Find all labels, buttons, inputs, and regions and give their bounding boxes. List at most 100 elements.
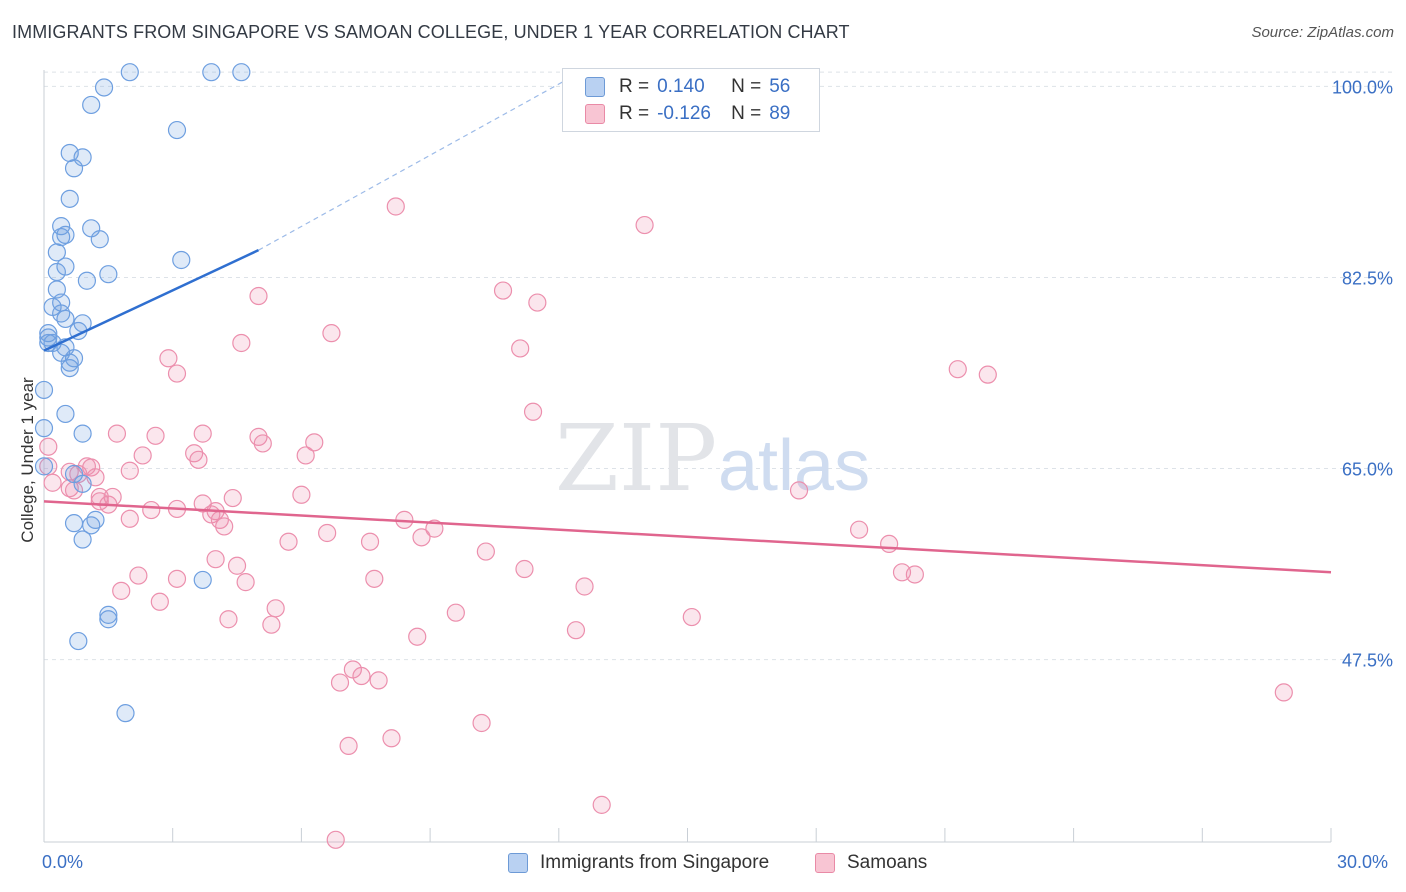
samoans-point <box>905 565 924 584</box>
samoans-point <box>382 729 401 748</box>
samoans-point <box>206 550 225 569</box>
singapore-point <box>60 353 79 372</box>
samoans-point <box>360 532 380 551</box>
legend-swatch-samoans <box>585 104 605 124</box>
samoans-point <box>339 736 358 756</box>
singapore-point <box>64 514 84 533</box>
samoans-point <box>43 473 62 492</box>
samoans-point <box>189 450 208 469</box>
legend-label-samoans: Samoans <box>847 852 928 873</box>
singapore-point <box>34 380 54 400</box>
x-tick-label-min: 0.0% <box>42 852 84 872</box>
samoans-point <box>146 426 165 445</box>
samoans-point <box>150 592 169 611</box>
bottom-legend: Immigrants from Singapore Samoans <box>0 852 1406 878</box>
y-tick-label: 100.0% <box>1332 77 1393 97</box>
source-label: Source: ZipAtlas.com <box>1251 24 1394 41</box>
singapore-point <box>64 159 84 178</box>
legend-r-value: 0.140 <box>657 76 705 97</box>
singapore-point <box>77 271 97 290</box>
legend-n-label: N = <box>731 76 762 97</box>
samoans-point <box>515 559 534 579</box>
watermark-atlas: atlas <box>718 426 870 506</box>
samoans-point <box>292 485 311 504</box>
samoans-point <box>120 461 139 480</box>
samoans-point <box>266 599 285 618</box>
chart-title: IMMIGRANTS FROM SINGAPORE VS SAMOAN COLL… <box>12 22 850 42</box>
samoans-point <box>369 671 388 690</box>
samoans-point <box>476 542 495 561</box>
legend-r-label: R = <box>619 103 650 124</box>
legend-row-singapore: R = 0.140 N = 56 <box>585 74 790 100</box>
samoans-point <box>219 610 238 629</box>
singapore-point <box>99 265 118 284</box>
singapore-point <box>34 457 54 476</box>
samoans-point <box>107 424 127 443</box>
samoans-point <box>682 607 701 627</box>
samoans-point <box>253 434 272 453</box>
legend-r-value: -0.126 <box>657 103 711 124</box>
samoans-point <box>129 566 148 585</box>
y-tick-label: 65.0% <box>1342 460 1393 480</box>
samoans-point <box>330 673 350 692</box>
samoans-point <box>215 517 234 536</box>
singapore-point <box>69 631 88 651</box>
samoans-point <box>305 433 324 452</box>
watermark-zip: ZIP <box>555 405 717 512</box>
axes <box>43 70 1332 843</box>
legend-item-singapore: Immigrants from Singapore <box>508 852 769 874</box>
y-tick-labels: 47.5% 65.0% 82.5% 100.0% <box>1332 77 1393 670</box>
samoans-trend-line <box>43 500 1332 574</box>
singapore-point <box>172 250 191 270</box>
samoans-point <box>592 795 611 814</box>
x-tick-label-max: 30.0% <box>1337 852 1389 872</box>
samoans-point <box>142 500 161 520</box>
singapore-point <box>56 257 75 276</box>
samoans-point <box>511 339 530 358</box>
singapore-point <box>47 262 66 282</box>
singapore-point <box>52 227 71 247</box>
samoans-point <box>167 569 187 588</box>
singapore-point <box>34 419 54 438</box>
samoans-point <box>472 713 491 733</box>
legend-r-label: R = <box>619 76 650 97</box>
singapore-point <box>167 120 187 140</box>
singapore-point <box>73 530 92 549</box>
singapore-point <box>193 570 212 590</box>
trend-lines <box>43 71 1332 574</box>
singapore-point <box>82 516 101 535</box>
legend-n-value: 56 <box>769 76 791 97</box>
singapore-point <box>116 704 135 723</box>
samoans-point <box>948 360 967 379</box>
samoans-point <box>849 520 869 539</box>
samoans-point <box>446 603 465 622</box>
singapore-points <box>34 63 251 723</box>
singapore-point <box>99 605 118 624</box>
singapore-point <box>60 358 79 378</box>
singapore-point <box>47 243 66 262</box>
samoans-point <box>789 481 809 500</box>
singapore-point <box>202 63 221 82</box>
samoans-point <box>326 830 345 849</box>
singapore-point <box>90 230 109 249</box>
stats-legend: R = 0.140 N = 56 R = -0.126 N = 89 <box>562 68 820 132</box>
legend-swatch-singapore <box>585 77 605 97</box>
samoans-point <box>386 197 405 216</box>
singapore-point <box>82 95 101 115</box>
samoans-point <box>120 509 139 528</box>
legend-label-singapore: Immigrants from Singapore <box>540 852 770 873</box>
y-tick-label: 82.5% <box>1342 268 1393 288</box>
samoans-point <box>408 627 427 646</box>
legend-swatch-singapore <box>508 853 528 873</box>
legend-n-value: 89 <box>769 103 791 124</box>
samoans-point <box>296 446 315 465</box>
singapore-point <box>39 324 58 343</box>
samoans-point <box>39 437 58 456</box>
singapore-point <box>120 63 139 82</box>
samoans-points <box>39 197 1293 849</box>
legend-item-samoans: Samoans <box>815 852 927 874</box>
samoans-point <box>412 528 431 547</box>
samoans-point <box>566 621 586 640</box>
samoans-point <box>322 324 341 343</box>
singapore-point <box>232 63 251 82</box>
